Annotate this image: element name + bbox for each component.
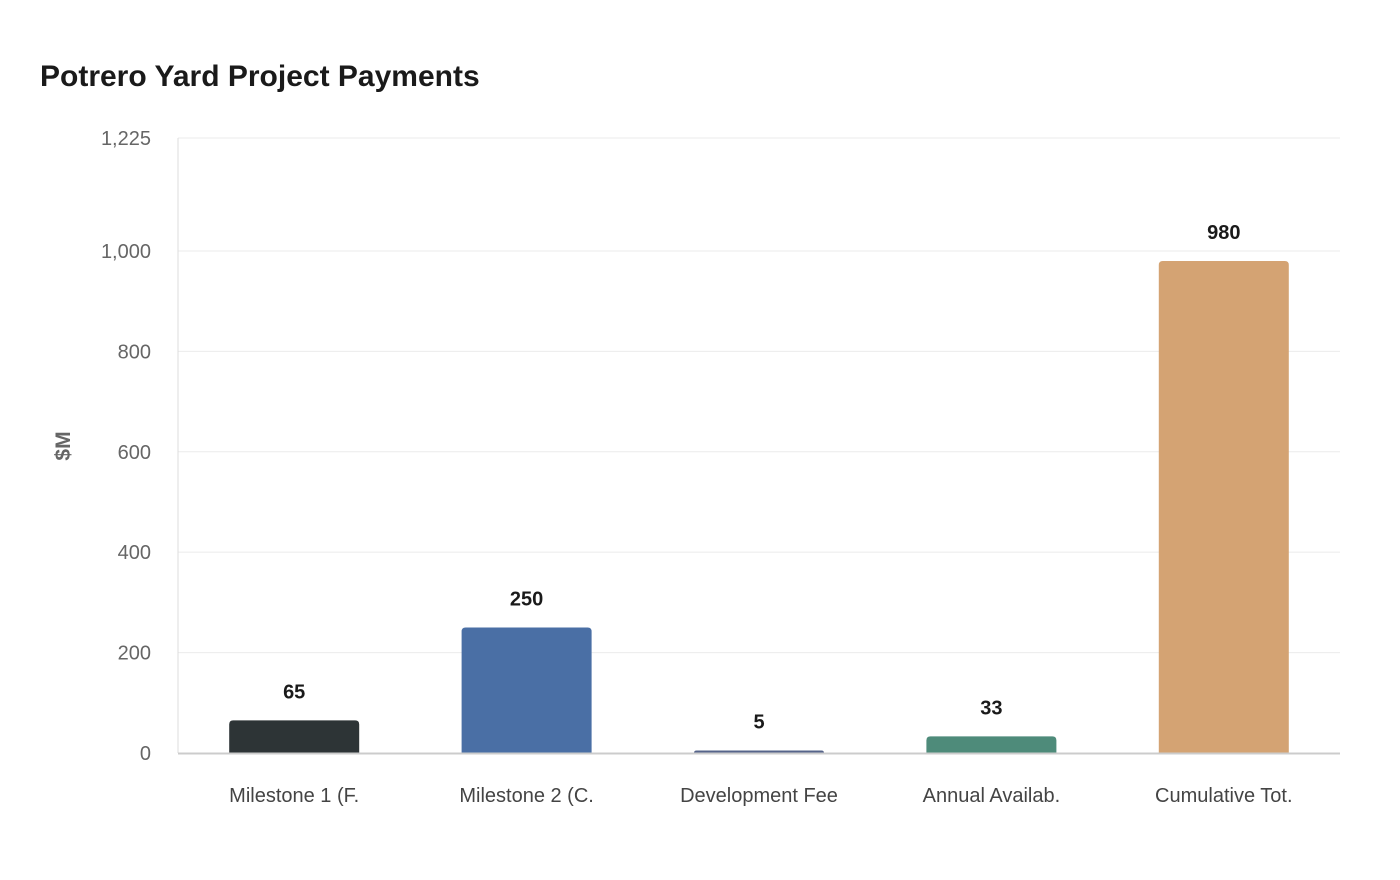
data-label: 250 (510, 588, 543, 610)
data-label: 5 (753, 711, 764, 733)
y-tick-label: 1,000 (101, 241, 151, 263)
data-label: 980 (1207, 222, 1240, 244)
y-axis-label: $M (52, 431, 75, 460)
y-tick-label: 600 (118, 442, 151, 464)
data-label: 65 (283, 681, 305, 703)
bar (1158, 261, 1289, 753)
bar (229, 720, 360, 753)
x-tick-label: Development Fee (680, 785, 838, 807)
y-tick-label: 0 (140, 743, 151, 765)
y-tick-label: 400 (118, 542, 151, 564)
data-label: 33 (980, 697, 1002, 719)
y-tick-label: 1,225 (101, 128, 151, 150)
chart-title: Potrero Yard Project Payments (40, 60, 480, 93)
bar (926, 736, 1057, 753)
x-tick-label: Annual Availab. (923, 785, 1061, 807)
y-tick-label: 200 (118, 643, 151, 665)
x-tick-label: Milestone 2 (C. (459, 785, 594, 807)
bar (461, 627, 592, 753)
x-tick-label: Cumulative Tot. (1155, 785, 1292, 807)
y-tick-label: 800 (118, 341, 151, 363)
x-tick-label: Milestone 1 (F. (229, 785, 359, 807)
bar (694, 750, 824, 753)
